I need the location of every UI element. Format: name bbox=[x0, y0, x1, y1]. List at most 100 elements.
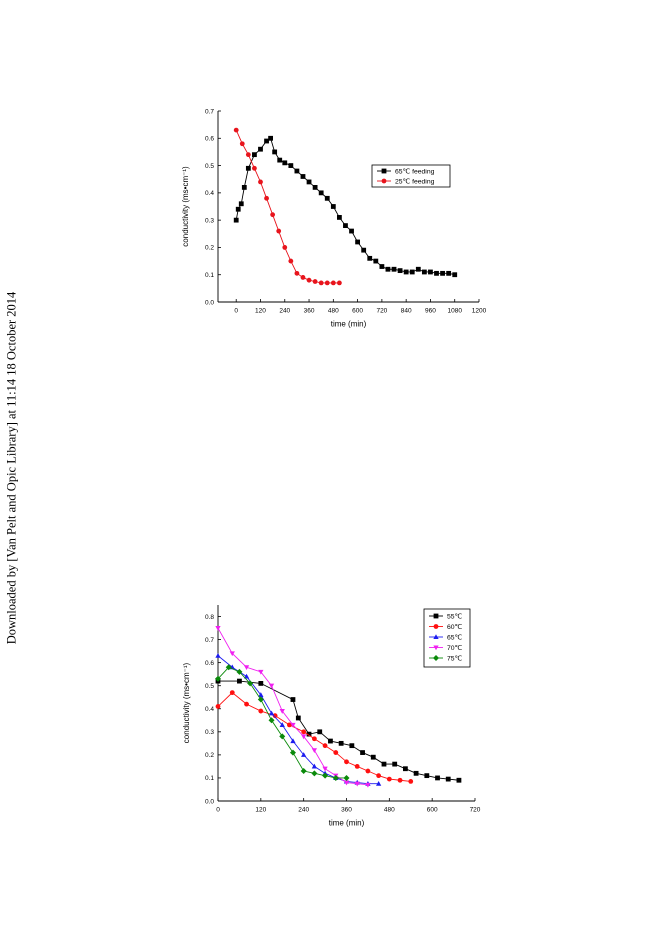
data-point bbox=[229, 651, 235, 657]
legend-marker bbox=[381, 178, 387, 184]
data-point bbox=[421, 269, 427, 275]
data-point bbox=[268, 710, 275, 716]
data-point bbox=[440, 270, 445, 276]
y-tick-label: 0.5 bbox=[205, 683, 214, 690]
data-point bbox=[330, 204, 336, 209]
data-point bbox=[286, 722, 292, 728]
data-point bbox=[241, 185, 247, 190]
x-tick-label: 0 bbox=[234, 308, 238, 315]
x-tick-label: 240 bbox=[279, 308, 290, 315]
series-4 bbox=[215, 664, 350, 781]
legend-marker bbox=[381, 168, 387, 174]
data-point bbox=[415, 266, 421, 272]
data-point bbox=[322, 766, 328, 772]
legend: 55℃ 60℃ 65℃ 70℃ 75℃ bbox=[423, 608, 471, 668]
y-axis-label: conductivity (ms•cm⁻¹) bbox=[182, 662, 191, 743]
series-line bbox=[218, 680, 459, 781]
data-point bbox=[257, 696, 264, 703]
data-point bbox=[245, 165, 251, 171]
data-point bbox=[300, 275, 306, 280]
data-point bbox=[243, 673, 250, 679]
data-point bbox=[367, 255, 373, 261]
series-line bbox=[217, 692, 411, 782]
data-point bbox=[338, 740, 344, 746]
data-point bbox=[349, 743, 355, 749]
data-point bbox=[301, 729, 307, 735]
data-point bbox=[445, 776, 451, 782]
x-tick-label: 120 bbox=[255, 308, 266, 315]
x-tick-label: 600 bbox=[427, 807, 438, 814]
data-point bbox=[247, 680, 254, 687]
x-axis-label: time (min) bbox=[331, 320, 367, 329]
y-axis-label: conductivity (ms•cm⁻¹) bbox=[181, 166, 190, 247]
data-point bbox=[288, 258, 294, 264]
legend-label: 65℃ feeding bbox=[395, 168, 435, 175]
x-tick-label: 120 bbox=[255, 807, 266, 814]
data-point bbox=[409, 269, 415, 275]
x-tick-label: 600 bbox=[352, 308, 363, 315]
data-point bbox=[376, 773, 382, 779]
data-point bbox=[375, 780, 382, 786]
data-point bbox=[252, 165, 257, 171]
data-point bbox=[311, 763, 318, 769]
x-tick-label: 720 bbox=[470, 807, 481, 814]
data-point bbox=[354, 779, 360, 785]
data-point bbox=[343, 778, 350, 784]
data-point bbox=[322, 770, 328, 776]
legend-label: 25℃ feeding bbox=[395, 178, 435, 185]
data-point bbox=[268, 683, 275, 689]
y-tick-label: 0.2 bbox=[205, 245, 214, 252]
data-point bbox=[290, 697, 296, 702]
data-point bbox=[434, 270, 439, 276]
data-point bbox=[355, 239, 361, 245]
data-point bbox=[435, 775, 440, 781]
data-point bbox=[306, 731, 312, 737]
data-point bbox=[215, 704, 221, 709]
data-point bbox=[311, 770, 318, 777]
data-point bbox=[245, 152, 251, 158]
data-point bbox=[237, 678, 242, 684]
data-point bbox=[381, 761, 387, 767]
data-point bbox=[258, 669, 264, 675]
y-tick-label: 0.7 bbox=[205, 108, 214, 115]
data-point bbox=[290, 738, 296, 744]
data-point bbox=[428, 269, 433, 275]
legend-box bbox=[423, 608, 471, 668]
data-point bbox=[264, 195, 269, 201]
data-point bbox=[324, 280, 330, 286]
data-point bbox=[301, 734, 307, 740]
x-axis-label: time (min) bbox=[329, 819, 365, 828]
data-point bbox=[236, 668, 243, 675]
data-point bbox=[322, 772, 329, 779]
series-1 bbox=[233, 127, 342, 286]
data-point bbox=[306, 179, 312, 185]
data-point bbox=[397, 777, 403, 783]
data-point bbox=[233, 217, 239, 223]
data-point bbox=[354, 764, 360, 769]
data-point bbox=[279, 733, 286, 740]
data-point bbox=[370, 754, 376, 760]
data-point bbox=[215, 626, 221, 631]
series-0 bbox=[233, 135, 458, 278]
data-point bbox=[317, 729, 323, 735]
legend-label: 65℃ bbox=[447, 634, 463, 641]
data-point bbox=[243, 665, 250, 671]
data-point bbox=[397, 268, 403, 274]
series-0 bbox=[215, 678, 462, 783]
legend-marker bbox=[433, 655, 439, 661]
legend-label: 60℃ bbox=[447, 624, 463, 631]
legend-marker bbox=[433, 645, 439, 651]
data-point bbox=[336, 280, 342, 286]
data-point bbox=[272, 713, 278, 719]
legend-label: 55℃ bbox=[447, 613, 463, 620]
data-point bbox=[343, 780, 350, 786]
data-point bbox=[258, 708, 264, 714]
data-point bbox=[385, 266, 391, 272]
x-tick-label: 480 bbox=[384, 807, 395, 814]
data-point bbox=[311, 748, 318, 754]
data-point bbox=[225, 664, 232, 671]
x-tick-label: 1200 bbox=[472, 308, 487, 315]
data-point bbox=[324, 195, 330, 201]
series-line bbox=[217, 655, 379, 785]
